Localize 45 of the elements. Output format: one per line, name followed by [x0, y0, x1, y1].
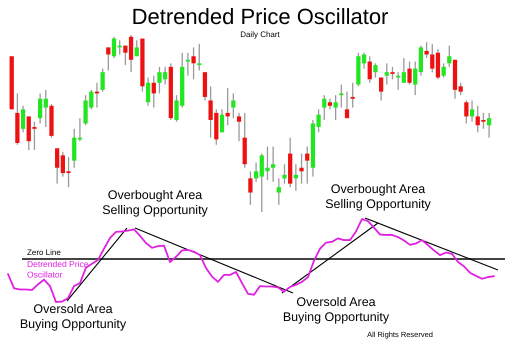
candlestick	[442, 62, 446, 78]
annotation: Oversold Area Buying Opportunity	[282, 295, 390, 324]
candlestick	[94, 82, 100, 108]
annotation: Zero Line	[27, 248, 62, 257]
candlestick	[334, 94, 338, 121]
candlestick	[299, 152, 304, 184]
candlestick	[384, 62, 389, 86]
candlestick	[191, 46, 196, 80]
candlestick	[231, 92, 236, 119]
candlestick	[350, 82, 355, 108]
candlestick	[339, 84, 344, 108]
annotation: Oversold Area Buying Opportunity	[20, 302, 127, 331]
candlestick	[197, 43, 202, 72]
candlestick	[390, 66, 395, 80]
candlestick	[20, 105, 26, 133]
candlestick	[106, 46, 110, 72]
candlestick	[134, 40, 139, 57]
annotation: Overbought Area Selling Opportunity	[102, 188, 209, 217]
candlestick	[276, 178, 281, 206]
candlestick	[470, 100, 474, 122]
candlestick	[294, 164, 298, 192]
candlestick	[424, 41, 429, 59]
candlestick	[146, 76, 150, 106]
candlestick	[226, 87, 230, 126]
chart-title: Detrended Price Oscillator	[132, 4, 388, 29]
candlestick	[486, 112, 492, 138]
candlestick	[368, 56, 372, 84]
candlestick	[378, 76, 384, 102]
candlestick	[248, 170, 253, 206]
candlestick	[152, 75, 156, 108]
annotation: Overbought Area Selling Opportunity	[325, 182, 432, 211]
candlestick	[271, 146, 276, 183]
candlestick	[464, 100, 468, 124]
candlestick	[328, 98, 332, 110]
candlestick	[344, 90, 350, 119]
candlestick	[220, 108, 224, 133]
candlestick	[100, 68, 105, 92]
candlestick	[373, 62, 378, 78]
candlestick	[322, 94, 326, 121]
series-label: Detrended Price Oscillator	[27, 259, 89, 280]
candlestick	[407, 60, 412, 86]
chart-subtitle: Daily Chart	[240, 30, 281, 39]
candlestick	[282, 164, 287, 184]
candlestick	[305, 146, 310, 184]
candlestick	[447, 44, 452, 68]
